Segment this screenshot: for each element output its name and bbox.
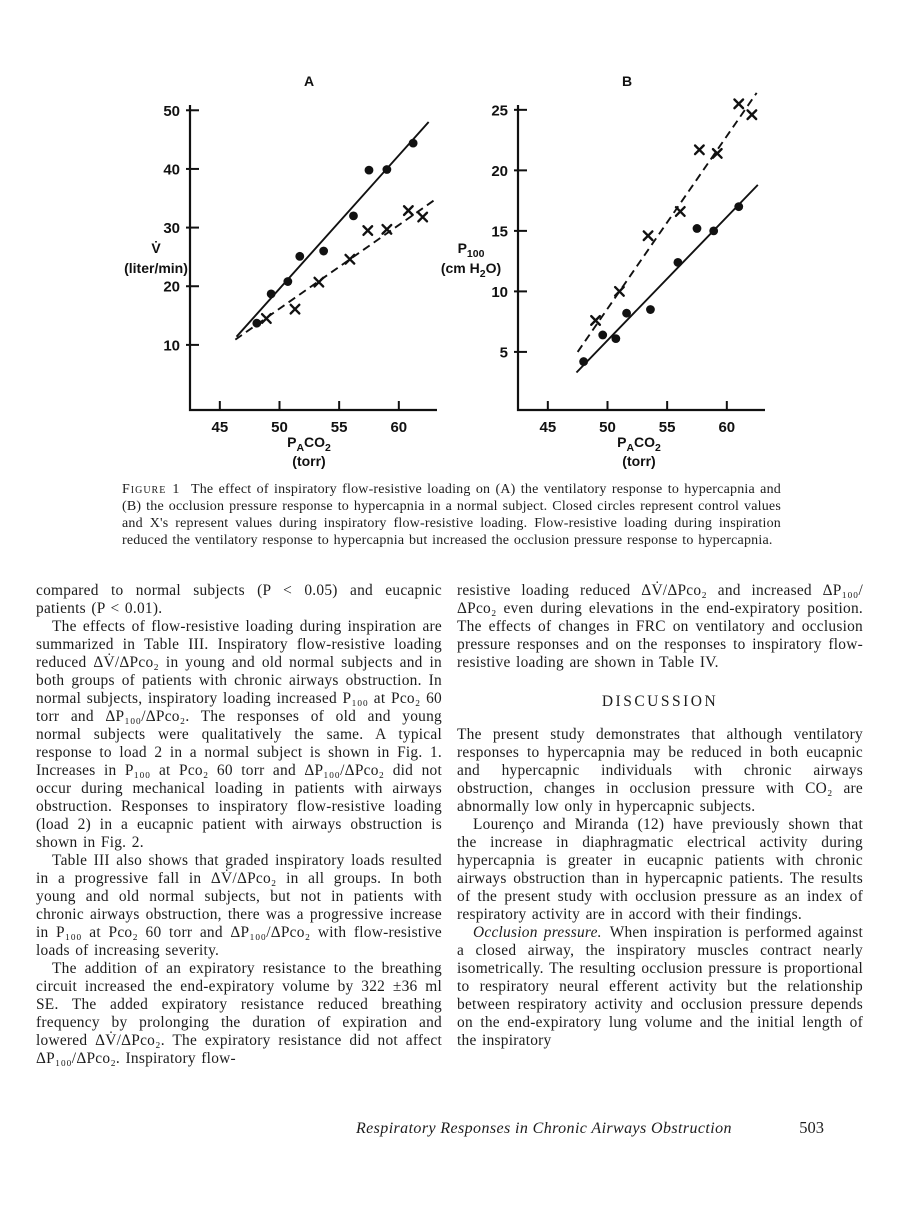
x-tick-label: 60: [718, 419, 735, 436]
data-point-x: [313, 276, 325, 288]
data-point-x: [613, 285, 625, 297]
y-tick-label: 10: [163, 337, 180, 354]
series-control: [235, 121, 430, 338]
data-point-circle: [598, 330, 608, 340]
paragraph: The present study demonstrates that alth…: [457, 726, 863, 815]
figure-caption-label: Figure 1: [122, 482, 181, 497]
paragraph: Occlusion pressure. When inspiration is …: [457, 924, 864, 1049]
paragraph-lead-italic: Occlusion pressure.: [473, 924, 610, 941]
paragraph: Lourenço and Miranda (12) have previousl…: [457, 816, 863, 923]
data-point-x: [362, 225, 374, 237]
y-tick-label: 20: [163, 279, 180, 296]
y-tick-label: 20: [491, 163, 508, 180]
x-tick-label: 55: [331, 419, 348, 436]
series-loading: [576, 92, 758, 353]
x-axis-label: PACO2: [287, 434, 331, 454]
y-axis-label: P100: [458, 240, 485, 260]
y-tick-label: 5: [500, 344, 508, 361]
figure-caption-text: The effect of inspiratory flow-resistive…: [122, 482, 781, 548]
data-point-circle: [295, 251, 305, 261]
paragraph: The effects of flow-resistive loading du…: [36, 618, 442, 851]
x-axis-label: PACO2: [617, 434, 661, 454]
fit-line-solid: [575, 184, 759, 374]
chart-panel-B: B 5 10 15 20 25 45 50 55 60 P100(cm H2O) PACO2(torr…: [441, 73, 765, 469]
data-point-x: [590, 314, 602, 326]
data-point-circle: [692, 224, 702, 233]
data-point-x: [417, 211, 429, 223]
page-footer: Respiratory Responses in Chronic Airways…: [356, 1118, 824, 1138]
data-point-x: [381, 223, 393, 235]
section-heading: DISCUSSION: [601, 693, 719, 710]
data-point-x: [402, 205, 414, 217]
x-tick-label: 50: [599, 419, 616, 436]
x-axis-label: (torr): [292, 453, 325, 469]
y-tick-label: 15: [491, 223, 508, 240]
data-point-x: [693, 144, 705, 156]
data-point-circle: [611, 334, 621, 343]
data-point-circle: [408, 138, 418, 148]
data-point-x: [674, 206, 686, 218]
data-point-circle: [382, 165, 392, 174]
data-point-x: [344, 253, 356, 265]
y-axis-label: V̇: [151, 240, 161, 256]
chart-panel-A: A 10 20 30 40 50 45 50 55 60 V̇ (liter/min) PACO2(to…: [124, 73, 438, 469]
series-loading: [234, 197, 438, 341]
y-tick-label: 25: [491, 102, 508, 119]
page-number: 503: [799, 1118, 824, 1137]
axes: [516, 105, 765, 412]
data-point-x: [260, 313, 272, 324]
y-tick-label: 30: [163, 220, 180, 237]
data-point-circle: [319, 246, 329, 256]
data-point-circle: [364, 165, 374, 175]
data-point-x: [711, 147, 723, 159]
y-tick-label: 40: [163, 161, 180, 178]
x-tick-label: 60: [390, 419, 407, 436]
y-axis-label: (cm H2O): [441, 260, 501, 280]
data-point-circle: [673, 257, 683, 267]
data-point-circle: [252, 318, 262, 328]
paragraph: compared to normal subjects (P < 0.05) a…: [36, 582, 442, 617]
data-point-circle: [709, 226, 719, 236]
data-point-x: [289, 303, 301, 315]
x-tick-label: 45: [211, 419, 228, 436]
series-control: [575, 184, 759, 374]
paragraph: The addition of an expiratory resistance…: [36, 960, 442, 1067]
data-point-circle: [734, 202, 744, 212]
data-point-circle: [266, 289, 276, 299]
x-tick-label: 55: [659, 419, 676, 436]
data-point-x: [733, 98, 745, 110]
data-point-circle: [579, 357, 589, 366]
figure-caption: Figure 1 The effect of inspiratory flow-…: [122, 481, 781, 549]
y-tick-label: 10: [491, 284, 508, 301]
panel-title: B: [622, 73, 632, 89]
data-point-circle: [349, 211, 358, 221]
paragraph: Table III also shows that graded inspira…: [36, 852, 442, 959]
y-tick-label: 50: [163, 103, 180, 120]
x-tick-label: 50: [271, 419, 288, 436]
fit-line-dashed: [576, 92, 758, 353]
fit-line-solid: [235, 121, 430, 338]
running-title: Respiratory Responses in Chronic Airways…: [356, 1120, 732, 1137]
data-point-circle: [283, 277, 293, 286]
right-column: resistive loading reduced ΔV̇/ΔPco₂ and …: [457, 582, 863, 1050]
x-tick-label: 45: [539, 419, 556, 436]
x-axis-label: (torr): [622, 453, 655, 469]
data-point-x: [746, 109, 758, 121]
data-point-x: [642, 230, 654, 242]
panel-title: A: [304, 73, 314, 89]
data-point-circle: [646, 305, 655, 314]
axes: [188, 105, 437, 412]
data-point-circle: [622, 308, 631, 318]
paragraph: resistive loading reduced ΔV̇/ΔPco₂ and …: [457, 582, 863, 671]
y-axis-label: (liter/min): [124, 260, 188, 276]
left-column: compared to normal subjects (P < 0.05) a…: [36, 582, 442, 1068]
